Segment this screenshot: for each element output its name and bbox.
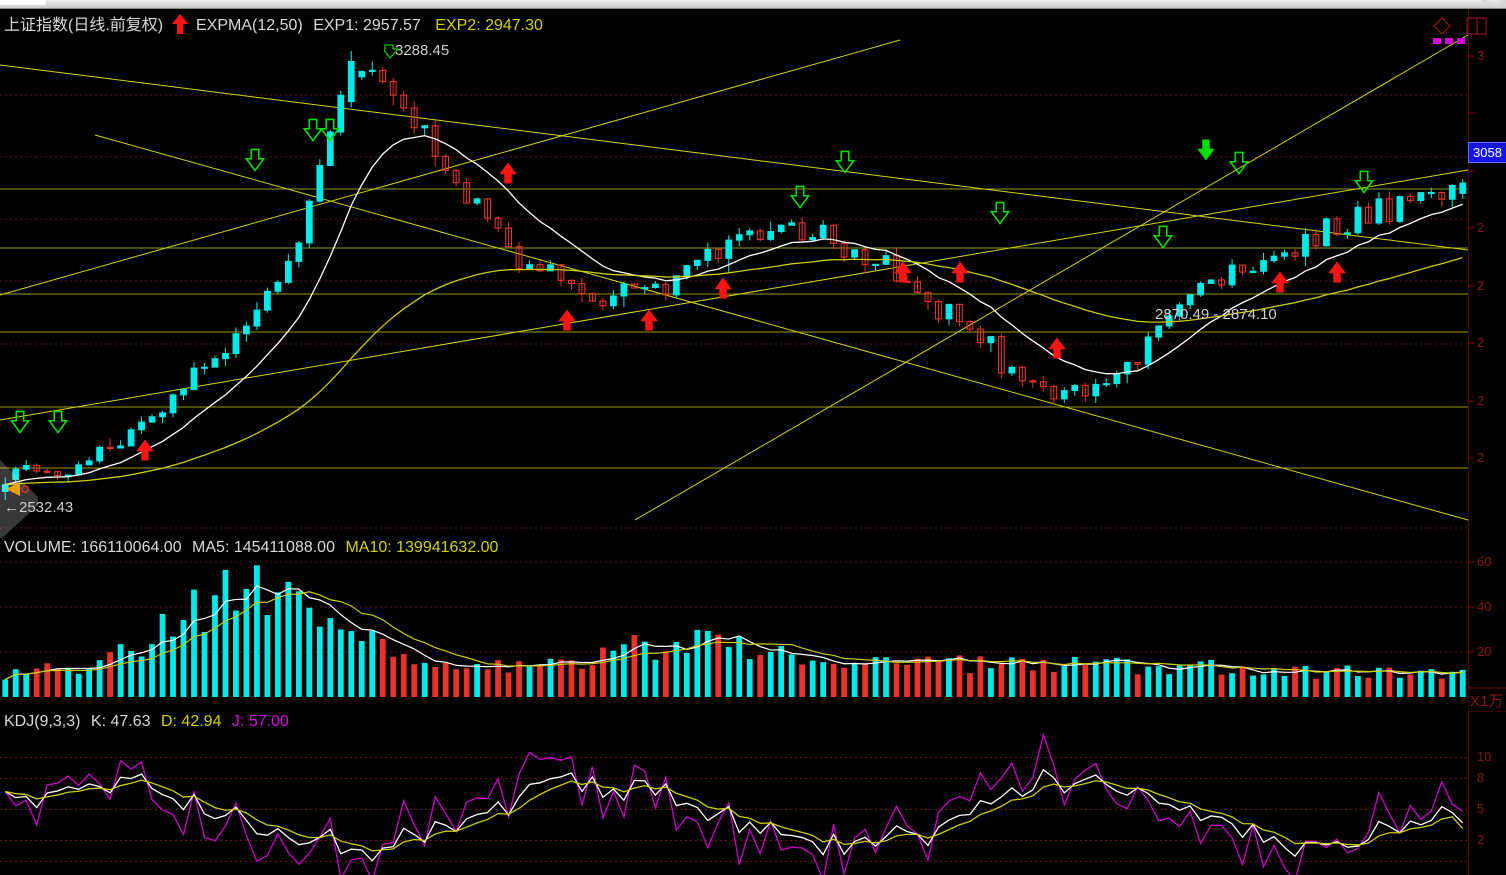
svg-text:3: 3 bbox=[1477, 48, 1484, 63]
svg-text:X1万: X1万 bbox=[1470, 693, 1503, 710]
svg-text:2: 2 bbox=[1477, 335, 1484, 350]
svg-text:8: 8 bbox=[1477, 770, 1484, 785]
svg-text:2: 2 bbox=[1477, 278, 1484, 293]
svg-text:10: 10 bbox=[1477, 749, 1491, 764]
svg-text:40: 40 bbox=[1477, 599, 1491, 614]
svg-text:2: 2 bbox=[1477, 450, 1484, 465]
svg-text:2: 2 bbox=[1477, 220, 1484, 235]
svg-text:2: 2 bbox=[1477, 832, 1484, 847]
svg-text:60: 60 bbox=[1477, 554, 1491, 569]
svg-text:5: 5 bbox=[1477, 801, 1484, 816]
svg-text:20: 20 bbox=[1477, 644, 1491, 659]
svg-text:2: 2 bbox=[1477, 393, 1484, 408]
